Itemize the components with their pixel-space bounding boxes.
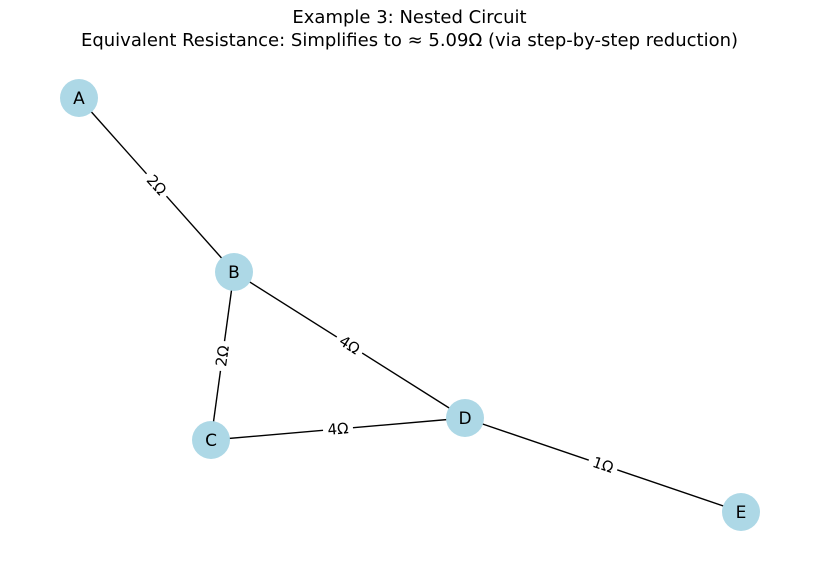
node-circle: [446, 399, 484, 437]
diagram-subtitle: Equivalent Resistance: Simplifies to ≈ 5…: [80, 30, 739, 51]
node-circle: [192, 421, 230, 459]
node-e: E: [722, 493, 760, 531]
node-circle: [722, 493, 760, 531]
edge-label-background: [332, 329, 367, 361]
edge-label-background: [585, 451, 621, 479]
node-d: D: [446, 399, 484, 437]
node-label: A: [73, 89, 85, 109]
node-b: B: [215, 253, 253, 291]
edge-label-background: [322, 418, 354, 440]
edges-layer: [78, 97, 742, 513]
edge-label-b-d: 4Ω: [332, 329, 367, 361]
node-label: E: [736, 503, 747, 523]
edge-label-d-e: 1Ω: [585, 451, 621, 479]
edge-label-background: [211, 339, 234, 373]
node-label: D: [458, 409, 471, 429]
node-circle: [60, 79, 98, 117]
edge-label-background: [139, 167, 174, 203]
node-label: C: [205, 431, 217, 451]
node-label: B: [228, 263, 240, 283]
edge-label-text: 4Ω: [327, 419, 349, 439]
node-c: C: [192, 421, 230, 459]
edge-label-text: 2Ω: [212, 344, 233, 367]
diagram-title: Example 3: Nested Circuit: [292, 7, 527, 28]
nodes-layer: A B C D E: [60, 79, 760, 531]
edge-label-c-d: 4Ω: [322, 418, 354, 440]
edge-label-text: 1Ω: [590, 453, 616, 477]
edge-label-b-c: 2Ω: [211, 339, 234, 373]
edge-label-a-b: 2Ω: [139, 167, 174, 203]
node-circle: [215, 253, 253, 291]
node-a: A: [60, 79, 98, 117]
